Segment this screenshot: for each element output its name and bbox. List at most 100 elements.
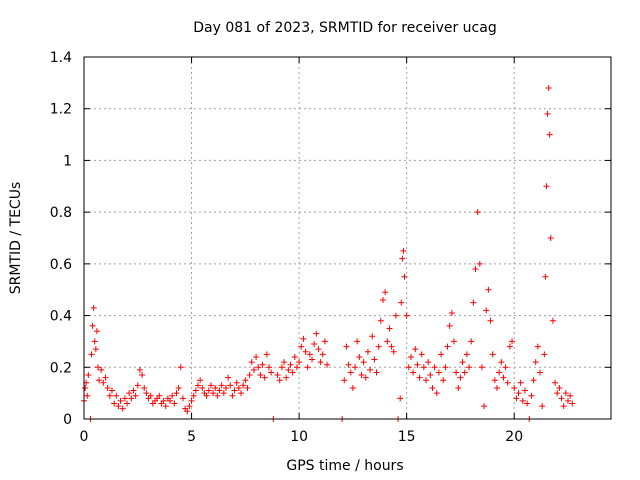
data-point	[309, 356, 316, 363]
y-tick-label: 0	[63, 412, 72, 428]
data-point	[390, 348, 397, 355]
data-point	[373, 369, 380, 376]
data-point	[498, 359, 505, 366]
data-point	[285, 366, 292, 373]
data-point	[539, 403, 546, 410]
data-point	[205, 387, 212, 394]
data-point	[160, 397, 167, 404]
data-point	[352, 364, 359, 371]
data-point	[143, 390, 150, 397]
data-point	[212, 384, 219, 391]
data-point	[407, 353, 414, 360]
data-point	[278, 364, 285, 371]
data-point	[117, 397, 124, 404]
data-point	[233, 379, 240, 386]
data-point	[130, 387, 137, 394]
data-point	[190, 392, 197, 399]
data-point	[162, 403, 169, 410]
data-point	[358, 372, 365, 379]
data-points	[81, 85, 576, 422]
data-point	[418, 351, 425, 358]
data-point	[472, 266, 479, 273]
data-point	[468, 338, 475, 345]
data-point	[489, 351, 496, 358]
data-point	[347, 369, 354, 376]
y-axis-label: SRMTID / TECUs	[8, 182, 24, 295]
data-point	[235, 384, 242, 391]
data-point	[98, 366, 105, 373]
y-tick-label: 1.4	[50, 50, 72, 66]
y-tick-label: 0.8	[50, 205, 72, 221]
data-point	[304, 364, 311, 371]
data-point	[246, 372, 253, 379]
data-point	[293, 364, 300, 371]
data-point	[549, 317, 556, 324]
data-point	[253, 353, 260, 360]
data-point	[313, 330, 320, 337]
x-tick-label: 0	[80, 429, 89, 445]
data-point	[244, 384, 251, 391]
data-point	[552, 379, 559, 386]
data-point	[416, 374, 423, 381]
data-point	[199, 384, 206, 391]
data-point	[265, 364, 272, 371]
chart-title: Day 081 of 2023, SRMTID for receiver uca…	[193, 20, 496, 36]
data-point	[88, 351, 95, 358]
data-point	[134, 382, 141, 389]
data-point	[513, 395, 520, 402]
data-point	[139, 372, 146, 379]
data-point	[483, 307, 490, 314]
data-point	[276, 377, 283, 384]
y-tick-label: 0.6	[50, 257, 72, 273]
data-point	[461, 369, 468, 376]
data-point	[296, 359, 303, 366]
data-point	[195, 382, 202, 389]
data-point	[100, 379, 107, 386]
data-point	[463, 351, 470, 358]
data-point	[220, 390, 227, 397]
data-point	[179, 395, 186, 402]
x-tick-labels: 0 5 10 15 20	[80, 429, 524, 445]
data-point	[554, 390, 561, 397]
x-tick-label: 20	[505, 429, 523, 445]
data-point	[225, 374, 232, 381]
data-point	[485, 286, 492, 293]
data-point	[564, 397, 571, 404]
data-point	[119, 405, 126, 412]
data-point	[541, 351, 548, 358]
data-point	[386, 325, 393, 332]
data-point	[400, 247, 407, 254]
data-point	[132, 392, 139, 399]
data-point	[115, 403, 122, 410]
data-point	[521, 387, 528, 394]
y-tick-label: 1	[63, 153, 72, 169]
data-point	[478, 364, 485, 371]
data-point	[397, 395, 404, 402]
data-point	[106, 392, 113, 399]
data-point	[410, 369, 417, 376]
y-tick-label: 1.2	[50, 102, 72, 118]
data-point	[532, 359, 539, 366]
data-point	[569, 400, 576, 407]
data-point	[530, 377, 537, 384]
data-point	[250, 366, 257, 373]
data-point	[126, 390, 133, 397]
data-point	[317, 359, 324, 366]
data-point	[384, 338, 391, 345]
data-point	[440, 377, 447, 384]
data-point	[227, 382, 234, 389]
data-point	[349, 384, 356, 391]
data-point	[377, 317, 384, 324]
data-point	[375, 343, 382, 350]
grid-lines	[84, 57, 611, 419]
data-point	[547, 235, 554, 241]
data-point	[509, 338, 516, 345]
data-point	[528, 392, 535, 399]
data-point	[242, 377, 249, 384]
data-point	[108, 387, 115, 394]
data-point	[433, 390, 440, 397]
data-point	[268, 369, 275, 376]
y-tick-label: 0.4	[50, 309, 72, 325]
data-point	[450, 338, 457, 345]
